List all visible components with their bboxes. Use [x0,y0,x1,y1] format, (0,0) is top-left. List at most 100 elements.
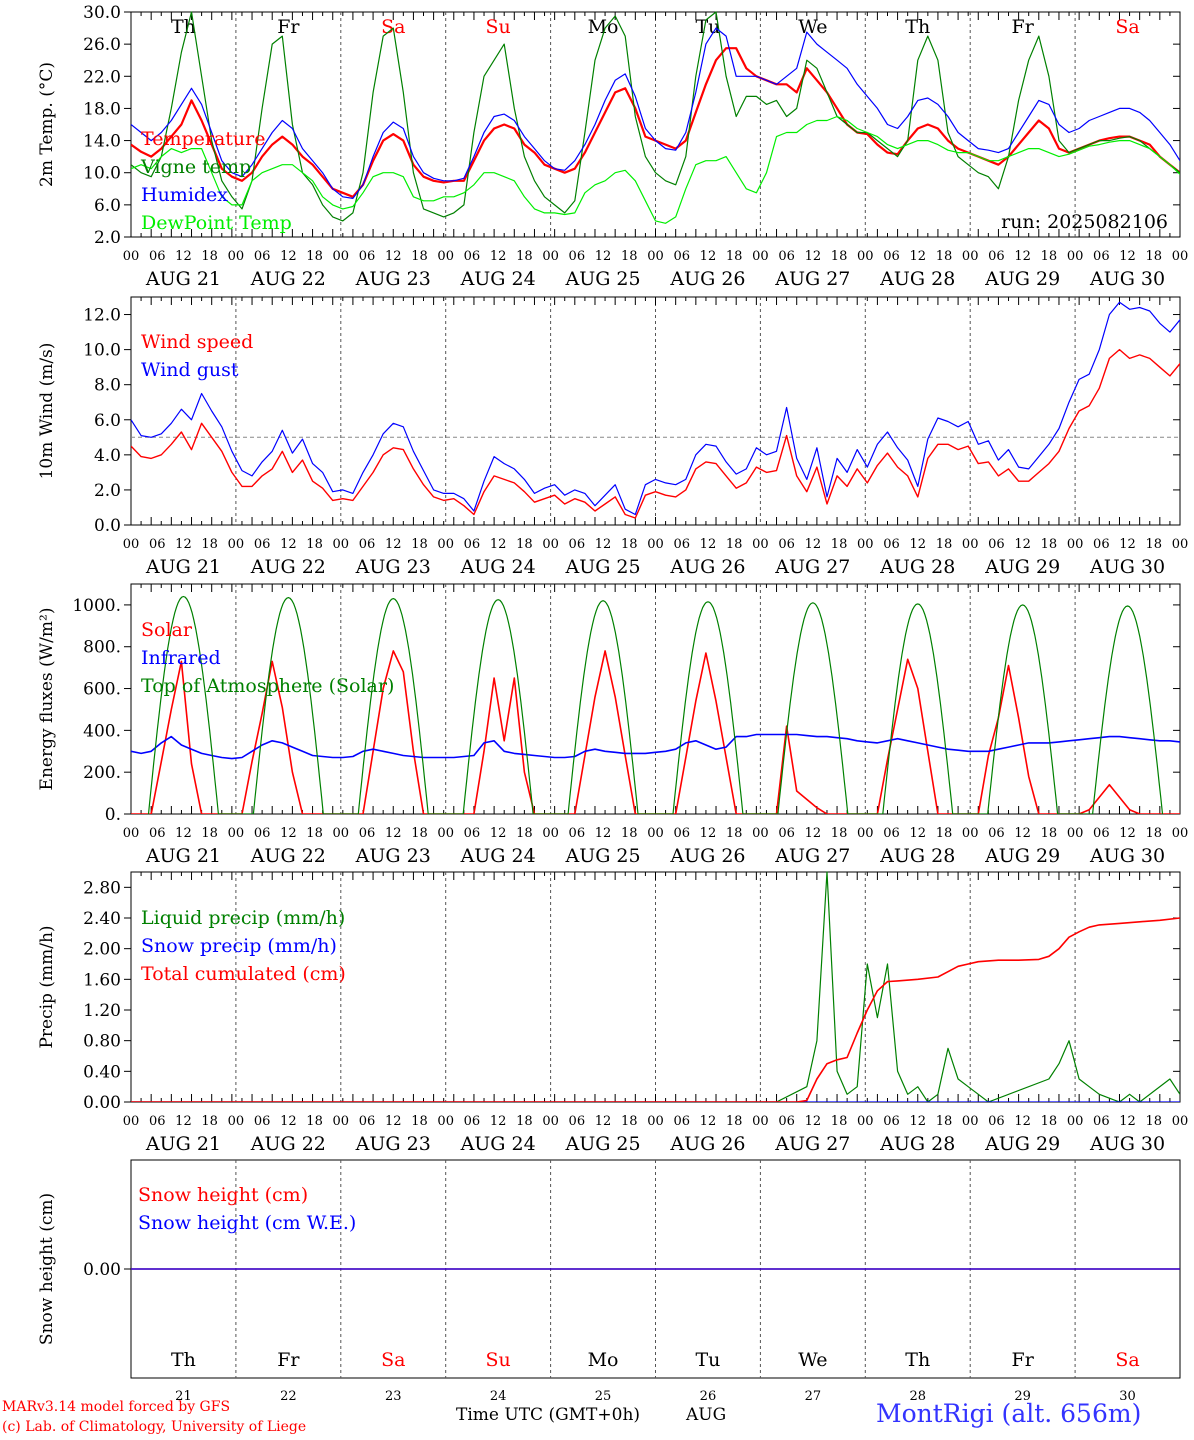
hour-tick-label: 18 [306,249,323,264]
date-label: AUG 24 [460,845,536,867]
hour-tick-label: 06 [359,249,376,264]
day-number-label: 26 [700,1389,717,1404]
hour-tick-label: 06 [149,1114,166,1129]
hour-tick-label: 18 [831,1114,848,1129]
hour-tick-label: 18 [1146,1114,1163,1129]
hour-tick-label: 06 [673,249,690,264]
hour-tick-label: 18 [411,537,428,552]
hour-tick-label: 12 [909,537,926,552]
hour-tick-label: 18 [411,826,428,841]
hour-tick-label: 06 [254,249,271,264]
date-label: AUG 21 [145,845,221,867]
y-tick-label: 2.0 [94,228,121,248]
hour-tick-label: 00 [752,537,769,552]
date-label: AUG 29 [984,845,1060,867]
hour-tick-label: 12 [805,249,822,264]
date-label: AUG 25 [564,556,640,578]
hour-tick-label: 00 [1067,537,1084,552]
hour-tick-label: 00 [1172,249,1189,264]
y-tick-label: 14.0 [83,132,121,152]
hour-tick-label: 12 [1119,537,1136,552]
weekday-label: Th [905,1349,930,1371]
hour-tick-label: 18 [411,249,428,264]
hour-tick-label: 18 [936,537,953,552]
hour-tick-label: 00 [752,826,769,841]
legend-entry: DewPoint Temp [141,212,292,234]
y-axis-label: 2m Temp. (°C) [37,62,57,187]
weekday-label: Su [486,1349,511,1371]
legend-entry: Snow precip (mm/h) [141,935,337,957]
hour-tick-label: 18 [1041,826,1058,841]
hour-tick-label: 18 [1146,826,1163,841]
hour-tick-label: 00 [123,826,140,841]
y-tick-label: 1000. [72,596,121,616]
y-tick-label: 22.0 [83,67,121,87]
series-wind-speed [131,348,1180,519]
hour-tick-label: 06 [778,826,795,841]
hour-tick-label: 18 [831,537,848,552]
hour-tick-label: 18 [726,249,743,264]
y-tick-label: 6.0 [94,196,121,216]
hour-tick-label: 06 [673,537,690,552]
y-tick-label: 6.0 [94,411,121,431]
hour-tick-label: 18 [621,826,638,841]
hour-tick-label: 12 [280,826,297,841]
hour-tick-label: 06 [569,249,586,264]
day-number-label: 29 [1014,1389,1031,1404]
weekday-label: Fr [277,16,300,38]
hour-tick-label: 06 [254,537,271,552]
hour-tick-label: 18 [1041,537,1058,552]
hour-tick-label: 18 [516,1114,533,1129]
date-label: AUG 25 [564,268,640,290]
hour-tick-label: 06 [673,1114,690,1129]
hour-tick-label: 06 [883,826,900,841]
y-tick-label: 1.20 [83,1001,121,1021]
weekday-label: Tu [695,1349,720,1371]
hour-tick-label: 12 [280,1114,297,1129]
date-label: AUG 28 [879,1133,955,1155]
y-axis-label: Energy fluxes (W/m²) [37,608,57,791]
weekday-label: Th [905,16,930,38]
hour-tick-label: 06 [778,249,795,264]
series-infrared [131,733,1180,760]
date-label: AUG 23 [355,1133,431,1155]
date-label: AUG 25 [564,1133,640,1155]
legend-entry: Snow height (cm W.E.) [138,1212,356,1234]
date-label: AUG 27 [774,268,850,290]
date-label: AUG 23 [355,845,431,867]
hour-tick-label: 12 [490,249,507,264]
hour-tick-label: 00 [1172,1114,1189,1129]
hour-tick-label: 00 [962,249,979,264]
panel-temperature: 00 06 12 18 AUG 21 00 06 12 18 AUG 22 00 06 12 18 AUG … [37,3,1188,290]
hour-tick-label: 18 [936,826,953,841]
hour-tick-label: 18 [516,537,533,552]
hour-tick-label: 06 [883,1114,900,1129]
hour-tick-label: 00 [542,249,559,264]
day-number-label: 30 [1119,1389,1136,1404]
station-label: MontRigi (alt. 656m) [876,1399,1142,1428]
hour-tick-label: 12 [490,537,507,552]
hour-tick-label: 06 [883,249,900,264]
hour-tick-label: 06 [569,537,586,552]
hour-tick-label: 18 [936,1114,953,1129]
date-label: AUG 27 [774,556,850,578]
y-tick-label: 0.00 [83,1260,121,1280]
hour-tick-label: 18 [306,1114,323,1129]
hour-tick-label: 06 [988,537,1005,552]
series-total-cumulated-cm- [131,917,1180,1102]
date-label: AUG 22 [250,845,326,867]
legend-entry: Liquid precip (mm/h) [141,907,345,929]
hour-tick-label: 18 [621,249,638,264]
date-label: AUG 25 [564,845,640,867]
hour-tick-label: 12 [909,826,926,841]
series-top-of-atmosphere-solar- [147,595,1164,814]
hour-tick-label: 12 [385,249,402,264]
hour-tick-label: 00 [647,826,664,841]
legend-entry: Humidex [141,184,228,206]
weekday-label: Sa [1115,16,1139,38]
hour-tick-label: 12 [805,1114,822,1129]
hour-tick-label: 12 [385,537,402,552]
hour-tick-label: 06 [464,1114,481,1129]
hour-tick-label: 18 [726,1114,743,1129]
date-label: AUG 26 [669,1133,745,1155]
